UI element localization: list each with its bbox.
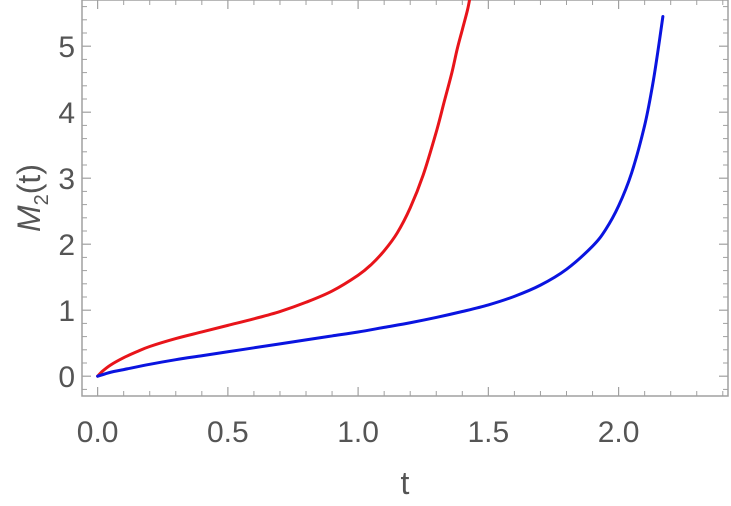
y-tick-label: 0: [58, 361, 75, 394]
y-tick-label: 5: [58, 31, 75, 64]
x-axis-label: t: [401, 465, 410, 501]
y-tick-label: 2: [58, 229, 75, 262]
y-tick-label: 3: [58, 163, 75, 196]
y-tick-label: 1: [58, 295, 75, 328]
x-tick-label: 0.0: [77, 416, 119, 449]
x-tick-label: 1.5: [467, 416, 509, 449]
x-tick-label: 2.0: [598, 416, 640, 449]
y-tick-label: 4: [58, 97, 75, 130]
plot-frame: [81, 0, 729, 397]
x-tick-label: 1.0: [337, 416, 379, 449]
series-line-1: [96, 0, 472, 378]
axis-tick-labels: 0.0 0.5 1.0 1.5 2.0 0 1 2 3 4 5: [58, 31, 639, 449]
y-axis-label-base: M: [11, 205, 47, 232]
series-line-2: [96, 15, 665, 378]
y-axis-label-suffix: (t): [11, 164, 47, 194]
series-layer: [96, 0, 665, 378]
y-axis-label-sub: 2: [31, 194, 53, 205]
axis-ticks: [82, 0, 728, 396]
x-tick-label: 0.5: [207, 416, 249, 449]
y-axis-label: M2(t): [11, 164, 53, 232]
